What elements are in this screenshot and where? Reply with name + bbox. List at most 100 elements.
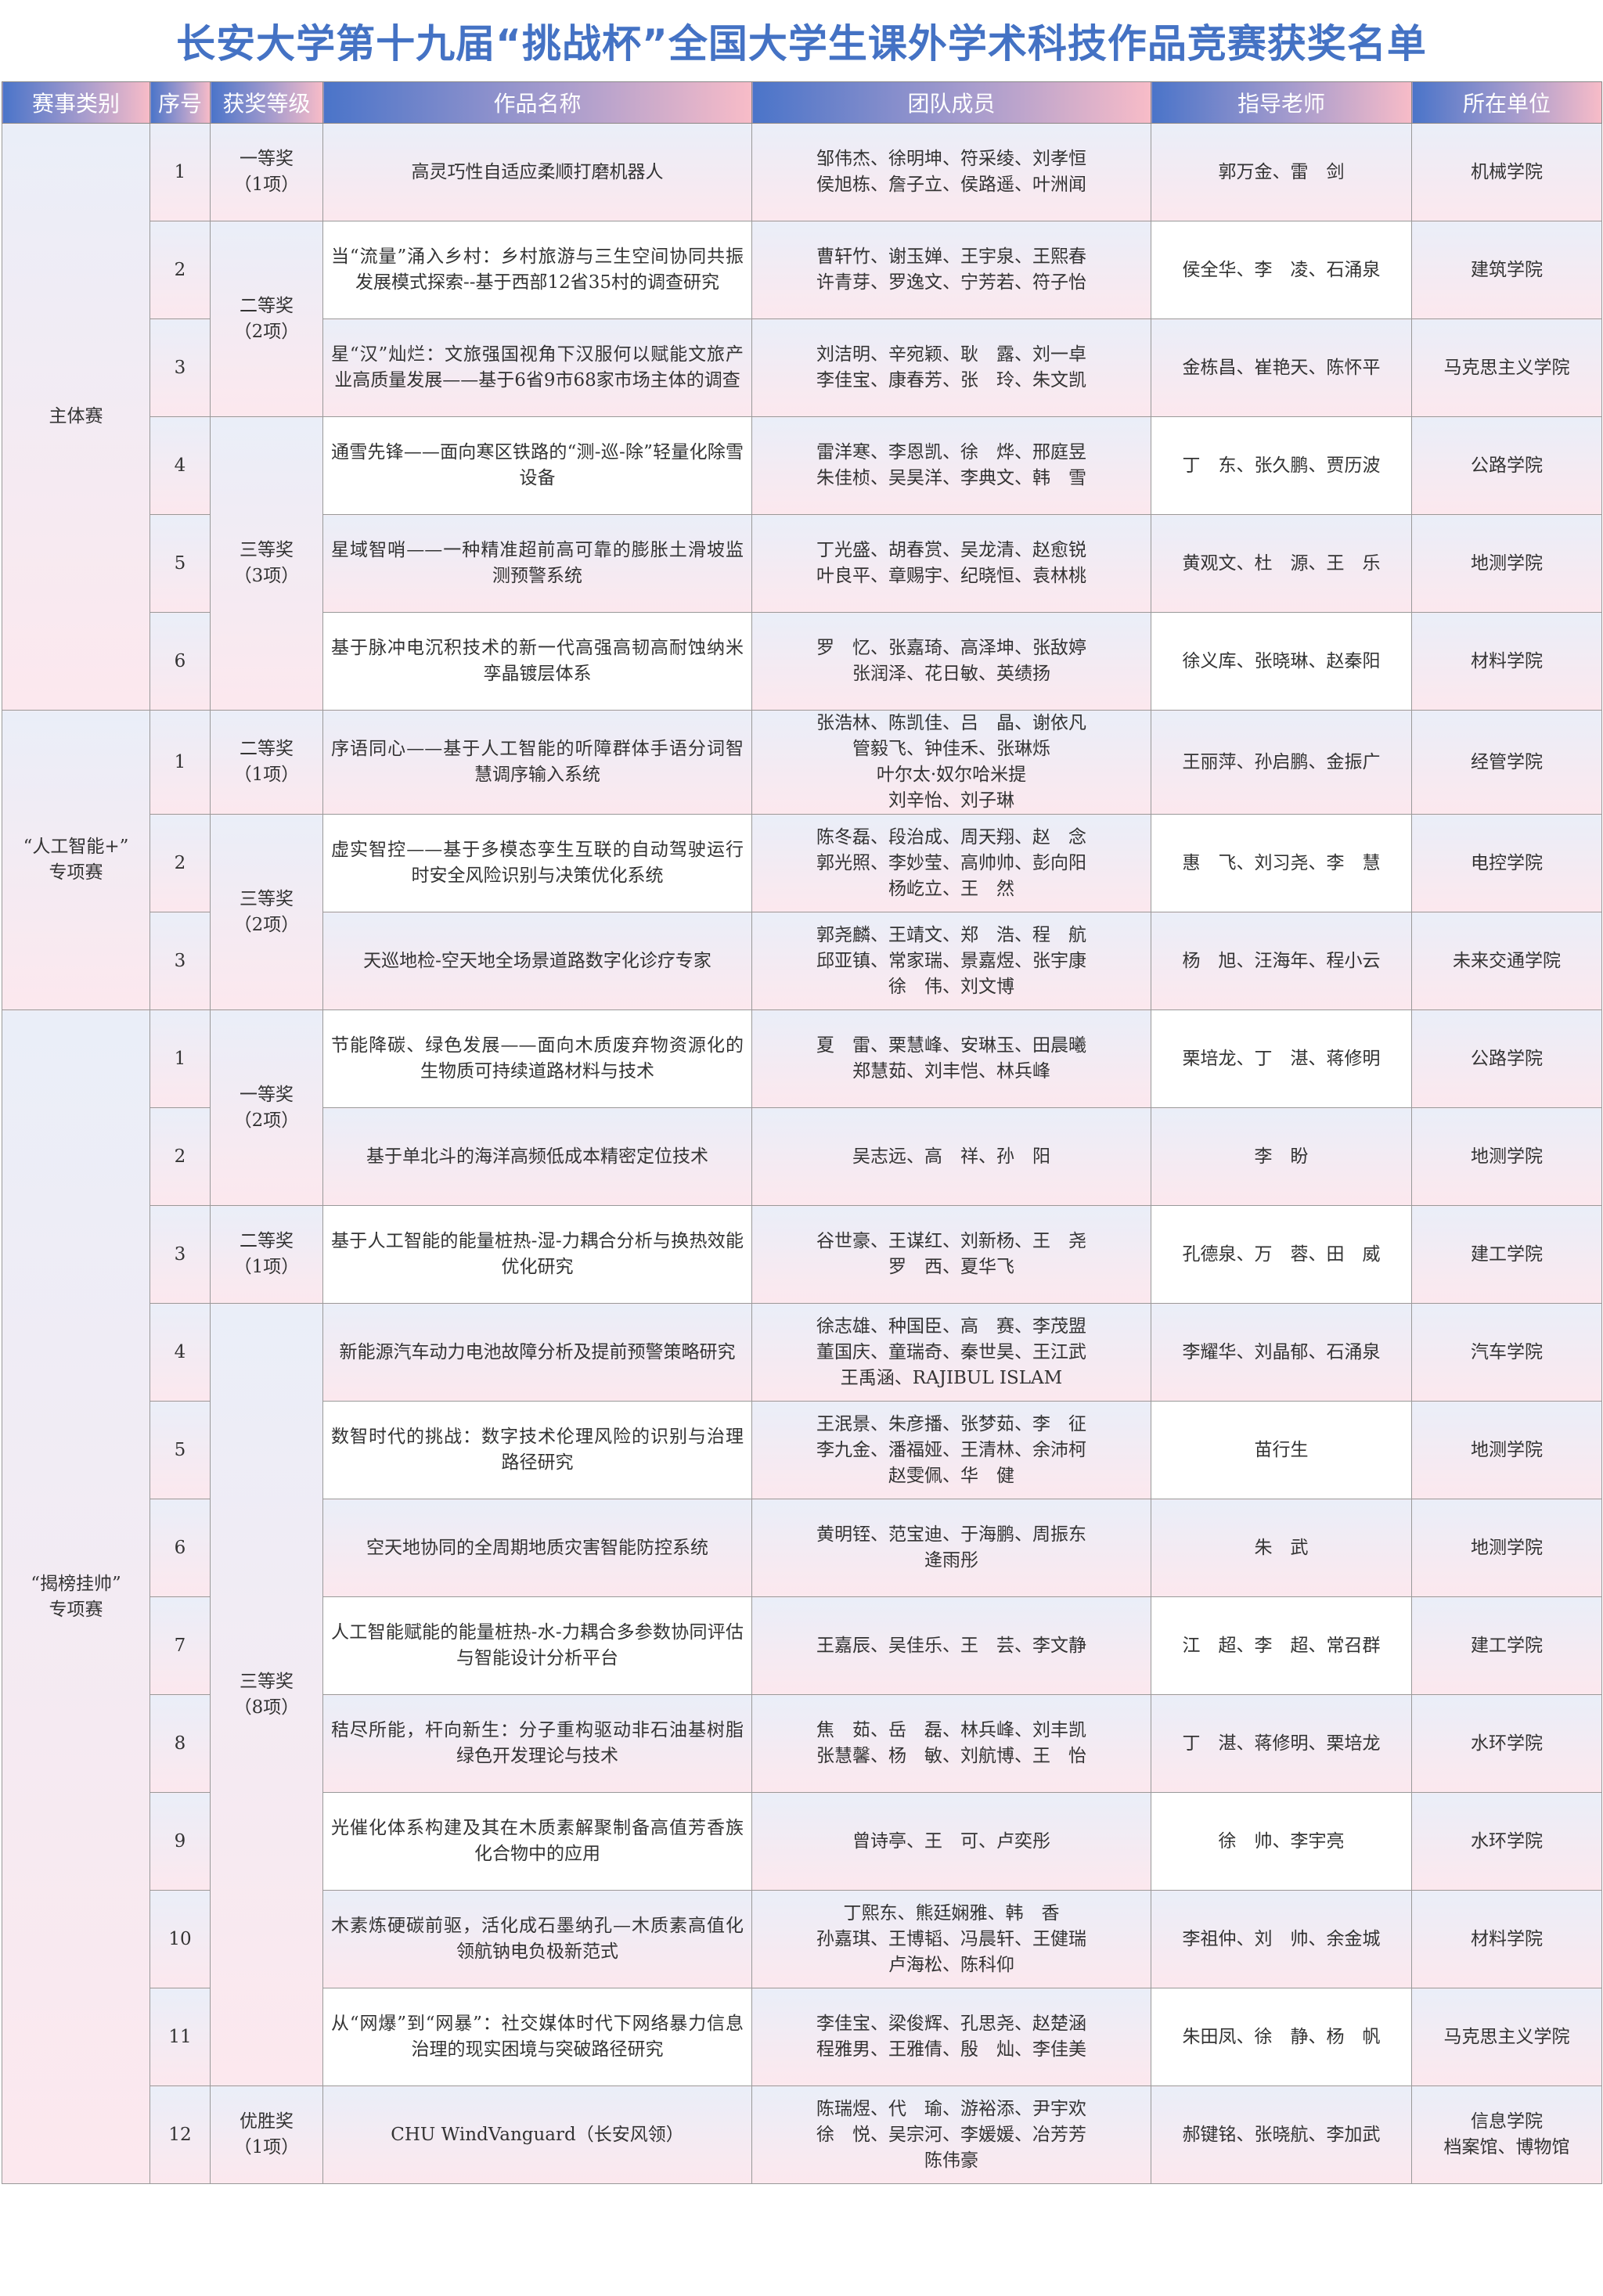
unit-line: 建工学院 (1471, 1635, 1543, 1656)
unit-cell: 地测学院 (1411, 1107, 1602, 1206)
award-table: 赛事类别 序号 获奖等级 作品名称 团队成员 指导老师 所在单位 主体赛 1 一等奖… (2, 81, 1602, 2184)
unit-line: 机械学院 (1471, 161, 1543, 182)
table-row: 5 数智时代的挑战：数字技术伦理风险的识别与治理路径研究 王泯景、朱彦播、张梦茹、李… (2, 1401, 1602, 1499)
team-members-cell: 丁熙东、熊廷娴雅、韩 香孙嘉琪、王博韬、冯晨轩、王健瑞 卢海松、陈科仰 (751, 1890, 1151, 1988)
team-members-cell: 李佳宝、梁俊辉、孔思尧、赵楚涵 程雅男、王雅倩、殷 灿、李佳美 (751, 1988, 1151, 2086)
unit-cell: 汽车学院 (1411, 1303, 1602, 1402)
team-members-cell: 曾诗亭、王 可、卢奕彤 (751, 1792, 1151, 1891)
team-members-cell: 雷洋寒、李恩凯、徐 烨、邢庭昱 朱佳桢、吴昊洋、李典文、韩 雪 (751, 416, 1151, 515)
number-cell: 12 (149, 2085, 211, 2184)
table-row: 3 星“汉”灿烂：文旅强国视角下汉服何以赋能文旅产业高质量发展——基于6省9市68… (2, 318, 1602, 417)
table-row: 8 秸尽所能，杆向新生：分子重构驱动非石油基树脂绿色开发理论与技术焦 茹、岳 磊、… (2, 1694, 1602, 1793)
number-cell: 3 (149, 912, 211, 1010)
advisors-cell: 栗培龙、丁 湛、蒋修明 (1151, 1009, 1412, 1108)
number-cell: 1 (149, 1009, 211, 1108)
team-members-cell: 夏 雷、栗慧峰、安琳玉、田晨曦 郑慧茹、刘丰恺、林兵峰 (751, 1009, 1151, 1108)
advisors-cell: 李 盼 (1151, 1107, 1412, 1206)
advisors-cell: 江 超、李 超、常召群 (1151, 1596, 1412, 1695)
team-member-line: 郭光照、李妙莹、高帅帅、彭向阳 (816, 852, 1086, 873)
advisors-cell: 惠 飞、刘习尧、李 慧 (1151, 814, 1412, 912)
advisors-cell: 郝键铭、张晓航、李加武 (1151, 2085, 1412, 2184)
advisors-cell: 朱 武 (1151, 1499, 1412, 1597)
advisors-cell: 徐义库、张晓琳、赵秦阳 (1151, 612, 1412, 711)
team-member-line: 曹轩竹、谢玉婵、王宇泉、王熙春 (816, 247, 1086, 267)
number-cell: 4 (149, 416, 211, 515)
table-row: 7 人工智能赋能的能量桩热-水-力耦合多参数协同评估与智能设计分析平台 王嘉辰、吴佳… (2, 1596, 1602, 1695)
work-title-cell: 人工智能赋能的能量桩热-水-力耦合多参数协同评估与智能设计分析平台 (322, 1596, 752, 1695)
advisors-cell: 杨 旭、汪海年、程小云 (1151, 912, 1412, 1010)
advisors-cell: 苗行生 (1151, 1401, 1412, 1499)
number-cell: 10 (149, 1890, 211, 1988)
table-row: 6 空天地协同的全周期地质灾害智能防控系统 黄明铚、范宝迪、于海鹏、周振东 逄雨彤朱 … (2, 1499, 1602, 1597)
award-level: 一等奖 (240, 1084, 294, 1105)
team-member-line: 董国庆、童瑞奇、秦世昊、王江武 (816, 1341, 1086, 1362)
number-cell: 5 (149, 1401, 211, 1499)
unit-cell: 公路学院 (1411, 416, 1602, 515)
work-title-cell: 序语同心——基于人工智能的听障群体手语分词智慧调序输入系统 (322, 710, 752, 815)
work-title-cell: 新能源汽车动力电池故障分析及提前预警策略研究 (322, 1303, 752, 1402)
award-level: 二等奖 (240, 739, 294, 759)
team-members-cell: 徐志雄、种国臣、高 赛、李茂盟 董国庆、童瑞奇、秦世昊、王江武 王禹涵、RAJIBU… (751, 1303, 1151, 1402)
unit-line: 地测学院 (1471, 1146, 1543, 1167)
team-member-line: 夏 雷、栗慧峰、安琳玉、田晨曦 (816, 1035, 1086, 1056)
unit-line: 汽车学院 (1471, 1341, 1543, 1362)
team-member-line: 徐 伟、刘文博 (888, 976, 1014, 997)
team-member-line: 吴志远、高 祥、孙 阳 (852, 1146, 1050, 1167)
team-members-cell: 张浩林、陈凯佳、吕 晶、谢依凡 管毅飞、钟佳禾、张琳烁 叶尔太·奴尔哈米提 刘辛怡、刘… (751, 710, 1151, 815)
advisors-cell: 李耀华、刘晶郁、石涌泉 (1151, 1303, 1412, 1402)
unit-cell: 建筑学院 (1411, 221, 1602, 319)
award-level-cell: 一等奖 （1项） (210, 123, 323, 221)
advisors-cell: 孔德泉、万 蓉、田 威 (1151, 1205, 1412, 1304)
header-unit: 所在单位 (1411, 81, 1602, 124)
work-title-cell: 木素炼硬碳前驱，活化成石墨纳孔—木质素高值化领航钠电负极新范式 (322, 1890, 752, 1988)
team-members-cell: 陈冬磊、段治成、周天翔、赵 念郭光照、李妙莹、高帅帅、彭向阳 杨屹立、王 然 (751, 814, 1151, 912)
team-members-cell: 吴志远、高 祥、孙 阳 (751, 1107, 1151, 1206)
team-members-cell: 郭尧麟、王靖文、郑 浩、程 航邱亚镇、常家瑞、景嘉煜、张宇康徐 伟、刘文博 (751, 912, 1151, 1010)
team-member-line: 曾诗亭、王 可、卢奕彤 (852, 1830, 1050, 1852)
number-cell: 4 (149, 1303, 211, 1402)
number-cell: 1 (149, 710, 211, 815)
team-member-line: 赵雯佩、华 健 (888, 1465, 1014, 1486)
team-member-line: 罗 忆、张嘉琦、高泽坤、张敌婷 (816, 638, 1086, 658)
unit-line: 水环学院 (1471, 1733, 1543, 1754)
award-level-cell: 二等奖 （1项） (210, 710, 323, 815)
header-row: 赛事类别 序号 获奖等级 作品名称 团队成员 指导老师 所在单位 (2, 81, 1602, 124)
table-row: 6 基于脉冲电沉积技术的新一代高强高韧高耐蚀纳米孪晶镀层体系罗 忆、张嘉琦、高泽坤… (2, 612, 1602, 711)
team-member-line: 陈冬磊、段治成、周天翔、赵 念 (816, 826, 1086, 848)
team-member-line: 邹伟杰、徐明坤、符采绫、刘孝恒 (816, 149, 1086, 169)
advisors-cell: 丁 湛、蒋修明、栗培龙 (1151, 1694, 1412, 1793)
team-members-cell: 陈瑞煜、代 瑜、游裕添、尹宇欢徐 悦、吴宗河、李媛媛、冶芳芳 陈伟豪 (751, 2085, 1151, 2184)
category-name: “人工智能+” (23, 837, 129, 857)
unit-cell: 机械学院 (1411, 123, 1602, 221)
table-row: 4 三等奖 （8项） 新能源汽车动力电池故障分析及提前预警策略研究 徐志雄、种国臣、高 … (2, 1303, 1602, 2086)
award-level: 优胜奖 (240, 2111, 294, 2132)
advisors-cell: 丁 东、张久鹏、贾历波 (1151, 416, 1412, 515)
unit-cell: 经管学院 (1411, 710, 1602, 815)
team-member-line: 李九金、潘福娅、王清林、余沛柯 (816, 1439, 1086, 1460)
team-member-line: 郑慧茹、刘丰恺、林兵峰 (852, 1061, 1050, 1081)
advisors-cell: 徐 帅、李宇亮 (1151, 1792, 1412, 1891)
header-award-level: 获奖等级 (210, 81, 323, 124)
table-row: 3 二等奖 （1项） 基于人工智能的能量桩热-湿-力耦合分析与换热效能优化研究 谷世豪、… (2, 1205, 1602, 1304)
award-level: （8项） (233, 1697, 300, 1718)
work-title-cell: 高灵巧性自适应柔顺打磨机器人 (322, 123, 752, 221)
work-title-cell: 从“网爆”到“网暴”：社交媒体时代下网络暴力信息治理的现实困境与突破路径研究 (322, 1988, 752, 2086)
unit-cell: 马克思主义学院 (1411, 318, 1602, 417)
unit-cell: 电控学院 (1411, 814, 1602, 912)
number-cell: 11 (149, 1988, 211, 2086)
unit-line: 电控学院 (1471, 852, 1543, 873)
table-row: “人工智能+” 专项赛 1 二等奖 （1项） 序语同心——基于人工智能的听障群体手语分词智… (2, 710, 1602, 1010)
team-member-line: 管毅飞、钟佳禾、张琳烁 (852, 739, 1050, 759)
team-member-line: 许青芽、罗逸文、宁芳若、符子怡 (816, 272, 1086, 293)
unit-line: 建工学院 (1471, 1243, 1543, 1265)
team-members-cell: 黄明铚、范宝迪、于海鹏、周振东 逄雨彤 (751, 1499, 1151, 1597)
award-level: （2项） (233, 321, 300, 342)
table-row: 2 基于单北斗的海洋高频低成本精密定位技术 吴志远、高 祥、孙 阳 李 盼 地测学院 (2, 1107, 1602, 1206)
unit-cell: 建工学院 (1411, 1205, 1602, 1304)
work-title-cell: 数智时代的挑战：数字技术伦理风险的识别与治理路径研究 (322, 1401, 752, 1499)
work-title-cell: 空天地协同的全周期地质灾害智能防控系统 (322, 1499, 752, 1597)
table-row: 3 天巡地检-空天地全场景道路数字化诊疗专家 郭尧麟、王靖文、郑 浩、程 航邱亚镇、… (2, 912, 1602, 1010)
team-member-line: 刘辛怡、刘子琳 (888, 790, 1014, 811)
team-members-cell: 谷世豪、王谋红、刘新杨、王 尧罗 西、夏华飞 (751, 1205, 1151, 1304)
advisors-cell: 朱田凤、徐 静、杨 帆 (1151, 1988, 1412, 2086)
